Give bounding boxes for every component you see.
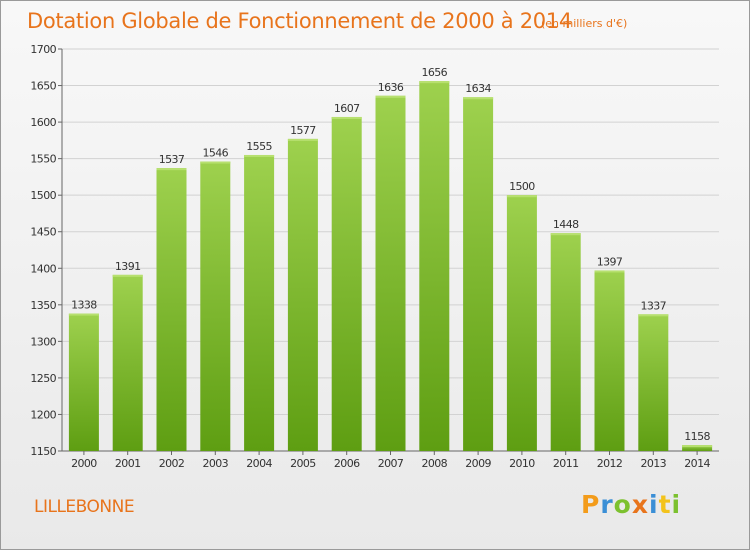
bar-highlight [156, 168, 187, 171]
x-tick-label: 2009 [465, 457, 491, 470]
bar-highlight [594, 270, 625, 273]
x-tick-label: 2005 [290, 457, 316, 470]
data-label: 1607 [334, 102, 360, 115]
y-tick-label: 1650 [30, 80, 56, 93]
data-label: 1537 [159, 153, 185, 166]
bar-highlight [550, 233, 581, 236]
data-label: 1636 [378, 81, 404, 94]
bar [463, 97, 494, 452]
data-label: 1158 [684, 430, 710, 443]
bar [594, 270, 625, 451]
data-label: 1555 [246, 140, 272, 153]
data-label: 1546 [202, 147, 228, 160]
data-label: 1391 [115, 260, 141, 273]
chart-title: Dotation Globale de Fonctionnement de 20… [27, 9, 572, 33]
x-tick-label: 2012 [597, 457, 623, 470]
data-label: 1500 [509, 180, 535, 193]
bar [68, 313, 99, 451]
logo-letter: i [649, 490, 659, 519]
y-tick-label: 1700 [30, 43, 56, 56]
logo-letter: P [581, 490, 601, 519]
x-tick-label: 2004 [246, 457, 272, 470]
x-tick-label: 2002 [159, 457, 185, 470]
bar [244, 154, 275, 451]
data-label: 1634 [465, 82, 491, 95]
tick-labels: 1150 1200 1250 1300 1350 1400 1450 1500 1550 1600… [30, 43, 711, 470]
x-tick-label: 2014 [684, 457, 710, 470]
logo-letter: x [631, 490, 649, 519]
bars [68, 81, 713, 452]
data-label: 1448 [553, 218, 579, 231]
bar-highlight [331, 116, 362, 119]
bar [287, 138, 318, 451]
data-label: 1337 [640, 299, 666, 312]
bar [112, 274, 143, 451]
bar [638, 314, 669, 451]
y-tick-label: 1500 [30, 189, 56, 202]
commune-name: LILLEBONNE [34, 497, 135, 517]
logo-letter: r [600, 490, 614, 519]
bar-highlight [244, 154, 275, 157]
data-label: 1338 [71, 299, 97, 312]
x-tick-label: 2008 [421, 457, 447, 470]
x-tick-label: 2001 [115, 457, 141, 470]
y-tick-label: 1250 [30, 372, 56, 385]
bar-highlight [419, 81, 450, 84]
bar-highlight [287, 138, 318, 141]
x-tick-label: 2013 [640, 457, 666, 470]
bar [331, 116, 362, 451]
bar-highlight [68, 313, 99, 316]
bar [682, 445, 713, 451]
bar-highlight [112, 274, 143, 277]
value-labels: 1338 1391 1537 1546 1555 1577 1607 1636 1656 1634… [71, 66, 711, 443]
x-tick-label: 2010 [509, 457, 535, 470]
x-tick-label: 2011 [553, 457, 579, 470]
data-label: 1397 [597, 255, 623, 268]
bar-highlight [463, 97, 494, 100]
y-tick-label: 1300 [30, 335, 56, 348]
y-tick-label: 1550 [30, 153, 56, 166]
logo-letter: i [671, 490, 682, 519]
bar [156, 168, 187, 451]
bar-highlight [638, 314, 669, 317]
y-tick-label: 1150 [30, 445, 56, 458]
y-tick-label: 1600 [30, 116, 56, 129]
data-label: 1656 [421, 66, 447, 79]
chart-unit-note: (en milliers d'€) [541, 17, 628, 30]
bar-highlight [506, 195, 537, 198]
bar [200, 161, 231, 451]
y-tick-label: 1200 [30, 408, 56, 421]
x-tick-label: 2006 [334, 457, 360, 470]
x-tick-label: 2007 [378, 457, 404, 470]
y-tick-label: 1450 [30, 226, 56, 239]
y-tick-label: 1350 [30, 299, 56, 312]
bar-highlight [375, 95, 406, 98]
logo-letter: t [658, 490, 672, 519]
bar [550, 233, 581, 451]
bar [375, 95, 406, 451]
bar [506, 195, 537, 451]
y-tick-label: 1400 [30, 262, 56, 275]
bar-highlight [200, 161, 231, 164]
x-tick-label: 2003 [202, 457, 228, 470]
x-tick-label: 2000 [71, 457, 97, 470]
bar [419, 81, 450, 451]
data-label: 1577 [290, 124, 316, 137]
logo-letter: o [613, 490, 632, 519]
bar-highlight [682, 445, 713, 448]
proxiti-logo: Proxiti [581, 490, 681, 519]
